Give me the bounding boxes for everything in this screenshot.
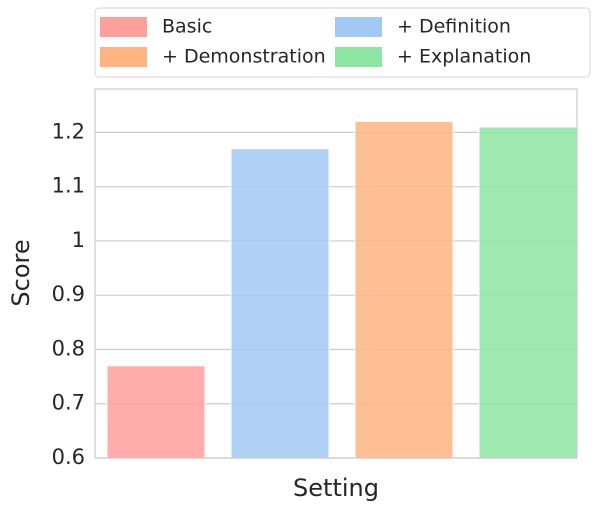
legend-swatch: [335, 47, 382, 67]
y-tick-label: 1.1: [52, 174, 85, 198]
legend-label: + Definition: [397, 16, 511, 38]
legend-swatch: [100, 17, 147, 37]
y-axis-label: Score: [7, 239, 35, 306]
bar: [230, 148, 330, 459]
y-tick-label: 0.6: [52, 445, 85, 469]
y-tick-label: 0.9: [52, 282, 85, 306]
legend-swatch: [100, 47, 147, 67]
bar: [478, 126, 578, 459]
bar: [106, 365, 206, 459]
legend-label: Basic: [162, 16, 212, 38]
y-tick-label: 0.7: [52, 391, 85, 415]
bar: [354, 121, 454, 459]
y-tick-label: 1: [72, 228, 85, 252]
legend-label: + Demonstration: [162, 46, 326, 68]
y-tick-label: 1.2: [52, 119, 85, 143]
x-axis-label: Setting: [293, 474, 379, 502]
plot-frame: [94, 88, 578, 459]
legend-swatch: [335, 17, 382, 37]
legend-box: [94, 7, 591, 78]
y-tick-label: 0.8: [52, 336, 85, 360]
legend-label: + Explanation: [397, 46, 531, 68]
